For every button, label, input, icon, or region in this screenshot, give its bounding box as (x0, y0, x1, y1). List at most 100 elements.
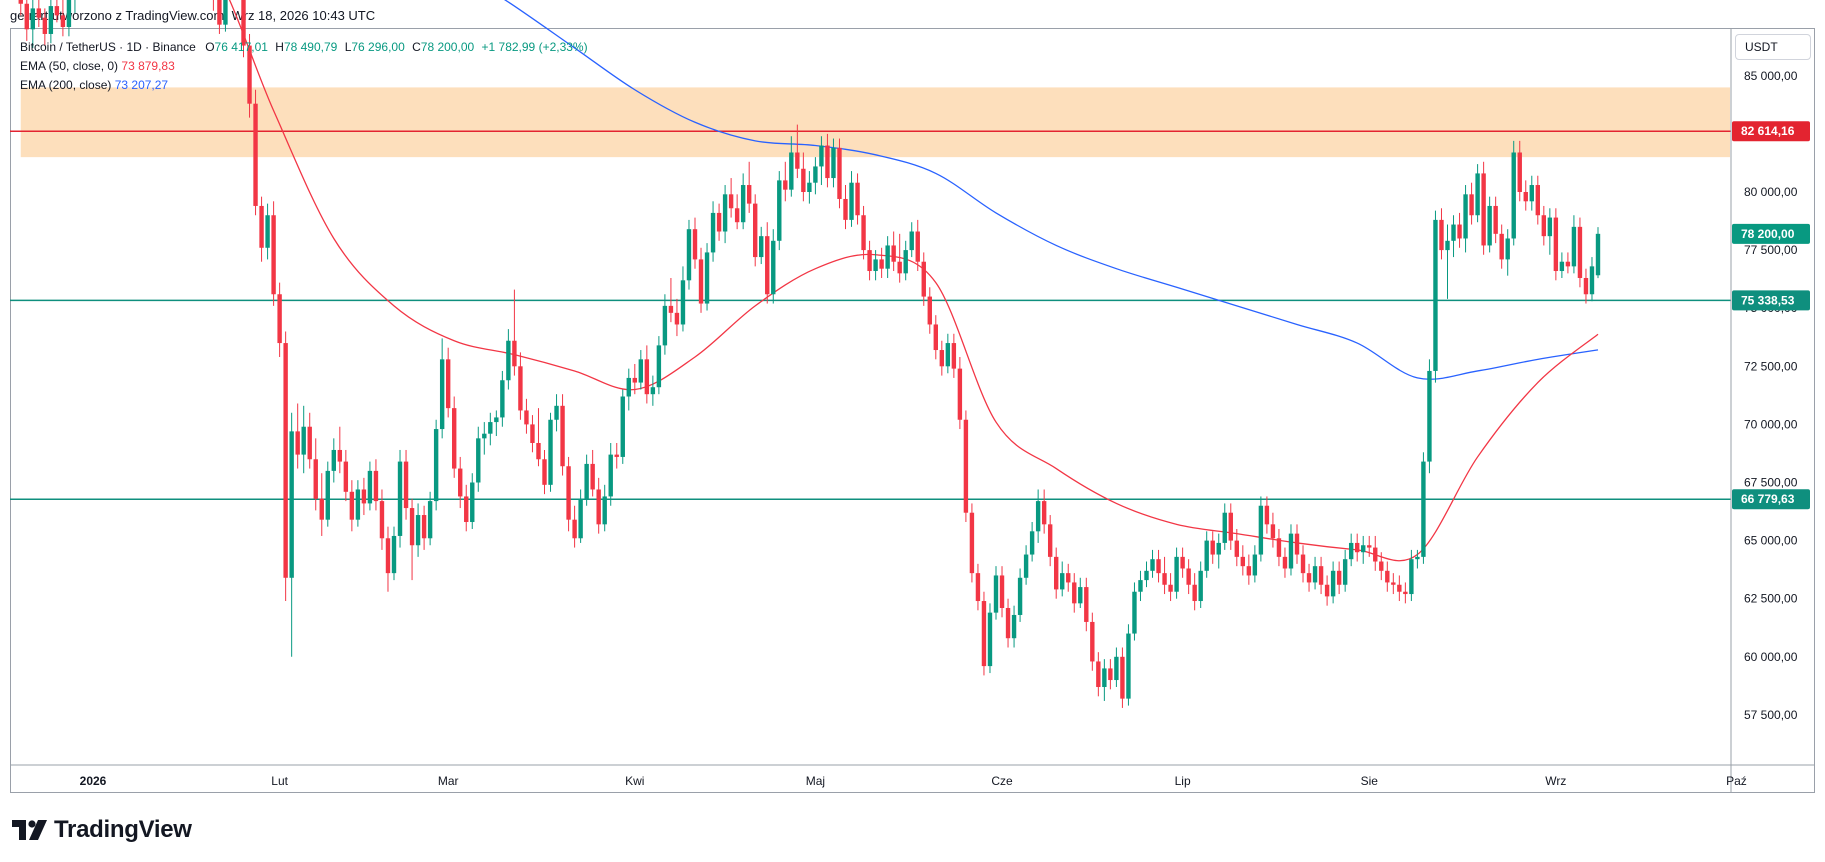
candle-body[interactable] (650, 387, 656, 395)
candle-body[interactable] (1011, 614, 1017, 639)
candle-body[interactable] (951, 343, 957, 369)
candle-body[interactable] (271, 215, 276, 295)
candle-body[interactable] (765, 236, 770, 295)
candle-body[interactable] (957, 368, 963, 420)
candle-body[interactable] (837, 147, 842, 199)
candle-body[interactable] (897, 261, 902, 274)
candle-body[interactable] (494, 417, 499, 423)
candle-body[interactable] (289, 431, 294, 578)
candle-body[interactable] (476, 438, 481, 483)
candle-body[interactable] (1493, 205, 1498, 234)
candle-body[interactable] (403, 461, 409, 509)
candle-body[interactable] (223, 0, 228, 25)
candle-body[interactable] (18, 0, 23, 4)
candle-body[interactable] (54, 6, 60, 16)
candle-body[interactable] (518, 366, 523, 411)
candle-body[interactable] (530, 424, 535, 443)
candle-body[interactable] (36, 8, 42, 18)
legend-ema200-label[interactable]: EMA (200, close) (20, 78, 112, 92)
candle-body[interactable] (349, 491, 355, 520)
candle-body[interactable] (614, 454, 619, 457)
candle-body[interactable] (1336, 570, 1342, 585)
candle-body[interactable] (903, 250, 908, 274)
candle-body[interactable] (1198, 570, 1203, 602)
candle-body[interactable] (566, 466, 571, 520)
candle-body[interactable] (1445, 240, 1450, 251)
candle-body[interactable] (283, 343, 288, 578)
candle-body[interactable] (584, 463, 589, 499)
candle-body[interactable] (1355, 542, 1360, 553)
candle-body[interactable] (891, 245, 896, 262)
candle-body[interactable] (1312, 566, 1318, 583)
candle-body[interactable] (1379, 561, 1384, 571)
candle-body[interactable] (409, 508, 415, 546)
candle-body[interactable] (999, 575, 1005, 608)
candle-body[interactable] (524, 410, 529, 425)
price-zone-1[interactable] (20, 87, 1730, 158)
candle-body[interactable] (48, 6, 54, 34)
candle-body[interactable] (993, 575, 999, 613)
candle-body[interactable] (807, 182, 812, 192)
candle-body[interactable] (500, 380, 505, 418)
candle-body[interactable] (1499, 233, 1504, 260)
candle-body[interactable] (1276, 538, 1282, 557)
candle-body[interactable] (1270, 524, 1276, 539)
candle-body[interactable] (680, 280, 686, 325)
candle-body[interactable] (470, 482, 475, 523)
candle-body[interactable] (783, 180, 788, 190)
candle-body[interactable] (66, 0, 72, 27)
candle-body[interactable] (1324, 584, 1330, 597)
candle-body[interactable] (1330, 570, 1336, 597)
candle-body[interactable] (975, 573, 981, 602)
candle-body[interactable] (644, 359, 650, 395)
candle-body[interactable] (554, 405, 559, 420)
candle-body[interactable] (464, 496, 469, 523)
candle-body[interactable] (1066, 573, 1071, 583)
candle-body[interactable] (1017, 577, 1023, 615)
candle-body[interactable] (1090, 621, 1095, 662)
candle-body[interactable] (825, 145, 830, 179)
candle-body[interactable] (307, 426, 312, 460)
candle-body[interactable] (981, 601, 987, 667)
candle-body[interactable] (337, 449, 343, 462)
candle-body[interactable] (1487, 205, 1492, 246)
candle-body[interactable] (945, 343, 951, 367)
candle-body[interactable] (433, 429, 439, 502)
candle-body[interactable] (1234, 540, 1239, 557)
candle-body[interactable] (397, 461, 403, 536)
candle-body[interactable] (325, 470, 330, 520)
candle-body[interactable] (548, 419, 553, 485)
legend-symbol[interactable]: Bitcoin / TetherUS · 1D · Binance (20, 40, 196, 54)
candle-body[interactable] (1060, 573, 1065, 590)
candle-body[interactable] (367, 470, 373, 504)
candle-body[interactable] (1511, 152, 1516, 239)
candle-body[interactable] (60, 15, 66, 27)
candle-body[interactable] (1216, 542, 1221, 555)
candle-body[interactable] (704, 252, 710, 304)
candle-body[interactable] (1565, 261, 1571, 267)
candle-body[interactable] (1589, 266, 1595, 295)
candle-body[interactable] (1240, 556, 1246, 567)
candle-body[interactable] (668, 305, 674, 313)
candle-body[interactable] (1348, 542, 1354, 560)
legend-ema50-label[interactable]: EMA (50, close, 0) (20, 59, 119, 73)
candle-body[interactable] (1078, 587, 1083, 604)
candle-body[interactable] (987, 612, 993, 667)
candle-body[interactable] (1150, 559, 1155, 571)
candle-body[interactable] (1294, 533, 1300, 555)
candle-body[interactable] (1210, 540, 1215, 555)
candle-body[interactable] (602, 496, 607, 525)
candle-body[interactable] (1373, 547, 1378, 562)
candle-body[interactable] (1114, 656, 1119, 681)
candle-body[interactable] (1096, 661, 1101, 688)
candle-body[interactable] (1156, 559, 1161, 574)
candle-body[interactable] (295, 431, 300, 455)
candle-body[interactable] (1222, 512, 1227, 543)
candle-body[interactable] (1529, 185, 1534, 202)
candle-body[interactable] (1246, 566, 1252, 576)
candle-body[interactable] (638, 359, 644, 383)
candle-body[interactable] (319, 498, 324, 520)
candle-body[interactable] (1457, 224, 1462, 239)
candle-body[interactable] (1102, 668, 1107, 688)
candle-body[interactable] (458, 468, 463, 497)
